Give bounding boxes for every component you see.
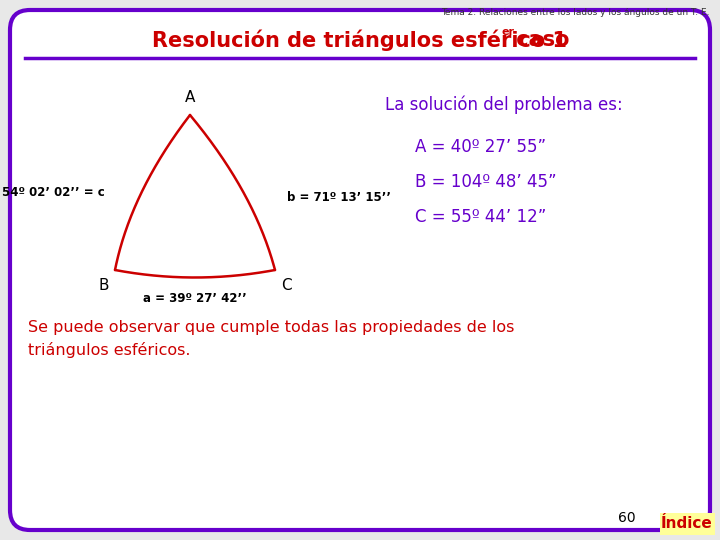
Text: er: er: [501, 27, 514, 37]
Text: C: C: [281, 278, 292, 293]
Text: Índice: Índice: [661, 516, 713, 531]
Text: 54º 02’ 02’’ = c: 54º 02’ 02’’ = c: [2, 186, 105, 199]
Text: C = 55º 44’ 12”: C = 55º 44’ 12”: [415, 208, 546, 226]
Text: a = 39º 27’ 42’’: a = 39º 27’ 42’’: [143, 292, 247, 305]
Text: triángulos esféricos.: triángulos esféricos.: [28, 342, 191, 358]
Text: 60: 60: [618, 511, 636, 525]
Text: A: A: [185, 90, 195, 105]
FancyBboxPatch shape: [10, 10, 710, 530]
Text: b = 71º 13’ 15’’: b = 71º 13’ 15’’: [287, 191, 391, 204]
Text: La solución del problema es:: La solución del problema es:: [385, 95, 623, 113]
FancyBboxPatch shape: [660, 513, 715, 535]
Text: Tema 2. Relaciones entre los lados y los ángulos de un T. E.: Tema 2. Relaciones entre los lados y los…: [441, 8, 710, 17]
Text: Se puede observar que cumple todas las propiedades de los: Se puede observar que cumple todas las p…: [28, 320, 514, 335]
Text: Resolución de triángulos esférico 1: Resolución de triángulos esférico 1: [153, 29, 567, 51]
Text: caso: caso: [509, 30, 570, 50]
Text: B = 104º 48’ 45”: B = 104º 48’ 45”: [415, 173, 557, 191]
Text: A = 40º 27’ 55”: A = 40º 27’ 55”: [415, 138, 546, 156]
Text: B: B: [99, 278, 109, 293]
